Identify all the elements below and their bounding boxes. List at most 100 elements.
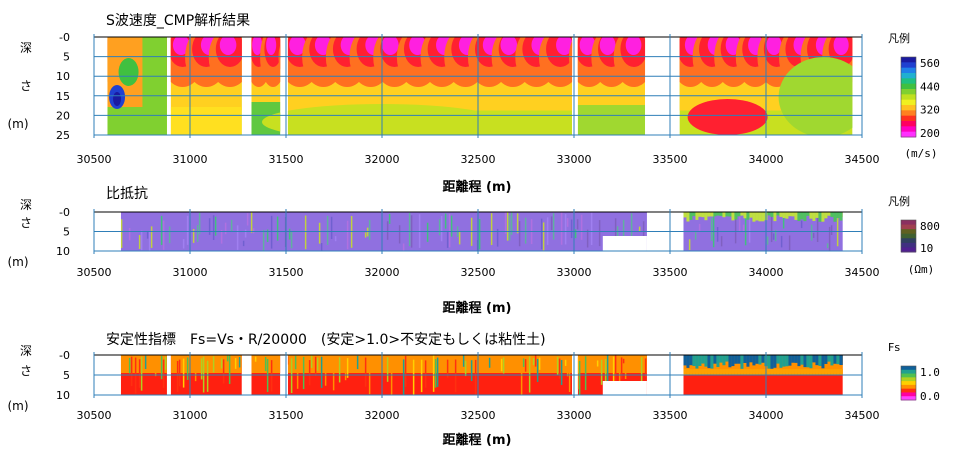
cell	[658, 216, 661, 240]
cell	[794, 369, 798, 375]
cell	[524, 217, 527, 244]
cell	[524, 359, 527, 372]
cell	[821, 212, 825, 222]
cell	[182, 358, 185, 388]
legend: 凡例 560 440 320 200 (m/s)	[888, 31, 940, 160]
cell	[230, 219, 233, 232]
legend-swatch	[901, 247, 916, 253]
legend-swatch	[901, 373, 916, 378]
y-axis-label: (m)	[7, 255, 28, 269]
cell	[598, 220, 601, 247]
cell	[194, 355, 197, 382]
cell	[222, 359, 225, 384]
legend-swatch	[901, 57, 916, 63]
cell	[140, 230, 143, 251]
cell	[160, 355, 163, 380]
cell	[770, 212, 773, 243]
cell	[172, 37, 190, 55]
cell	[758, 369, 762, 375]
cell	[286, 356, 289, 365]
cell	[720, 236, 723, 247]
cell	[238, 356, 241, 368]
x-tick-label: 33500	[653, 266, 688, 279]
cell	[138, 359, 141, 388]
cell	[614, 355, 617, 383]
cell	[710, 369, 714, 375]
y-tick-label: 10	[56, 70, 70, 83]
legend-swatch	[901, 110, 916, 117]
cell	[330, 216, 333, 239]
legend-swatch	[901, 67, 916, 74]
cell	[356, 355, 359, 370]
cell	[755, 212, 759, 221]
legend: Fs 1.0 0.0	[888, 341, 940, 403]
legend-tick: 320	[920, 104, 940, 117]
cell	[532, 357, 535, 366]
cell	[440, 215, 443, 242]
cell	[316, 357, 319, 371]
cell	[266, 229, 269, 243]
cell	[773, 369, 777, 375]
cell	[346, 220, 349, 250]
x-tick-label: 34000	[749, 409, 784, 422]
cell	[827, 355, 831, 362]
cell	[686, 212, 690, 222]
cell	[818, 355, 822, 366]
cell	[324, 357, 327, 386]
cell	[770, 212, 774, 217]
cell	[420, 359, 423, 393]
cell	[740, 212, 744, 216]
cell	[698, 355, 702, 366]
cell	[737, 355, 741, 364]
cell	[120, 219, 123, 249]
cell	[839, 355, 843, 366]
cell	[812, 369, 816, 375]
cell	[797, 355, 801, 367]
cell	[458, 232, 461, 245]
cell	[785, 355, 789, 367]
cell	[738, 213, 741, 232]
cell	[818, 212, 822, 222]
cell	[818, 369, 822, 375]
cell	[622, 358, 625, 364]
cell	[146, 231, 149, 239]
segment-fill	[170, 355, 242, 373]
legend-swatch	[901, 94, 916, 101]
cell	[164, 356, 167, 370]
cell	[632, 360, 635, 367]
cell	[716, 227, 719, 242]
x-tick-label: 33000	[557, 153, 592, 166]
x-tick-label: 31000	[173, 409, 208, 422]
cell	[695, 369, 699, 375]
cell	[743, 369, 747, 375]
cell	[800, 220, 803, 229]
cell	[725, 212, 729, 217]
cell	[833, 212, 837, 222]
x-tick-label: 30500	[77, 153, 112, 166]
cell	[782, 369, 786, 375]
cell	[252, 228, 255, 234]
y-axis-label: さ	[20, 364, 32, 378]
cell	[630, 213, 633, 237]
cell	[815, 212, 819, 218]
cell	[758, 212, 762, 222]
x-tick-label: 32500	[461, 409, 496, 422]
cell	[839, 212, 843, 221]
cell	[574, 229, 577, 239]
cell	[744, 212, 747, 246]
cell	[228, 355, 231, 384]
cell	[725, 355, 729, 362]
cell	[314, 356, 317, 377]
cell	[644, 358, 647, 378]
cell	[128, 357, 131, 374]
cell	[202, 356, 205, 393]
cell	[520, 359, 523, 395]
cell	[773, 355, 777, 368]
cell	[654, 218, 657, 229]
cell	[833, 369, 837, 375]
cell	[212, 356, 215, 373]
cell	[701, 355, 705, 364]
cell	[252, 37, 263, 55]
